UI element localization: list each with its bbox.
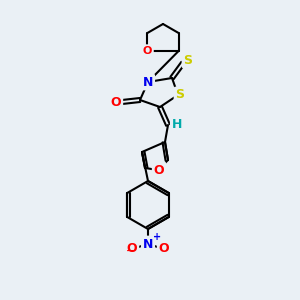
Text: O: O [111,95,121,109]
Text: +: + [153,232,161,242]
Text: H: H [172,118,182,131]
Text: O: O [143,46,152,56]
Text: N: N [143,76,153,88]
Text: O: O [154,164,164,176]
Text: −: − [126,246,135,256]
Text: O: O [127,242,137,256]
Text: S: S [176,88,184,101]
Text: O: O [159,242,169,256]
Text: N: N [143,238,153,250]
Text: S: S [184,53,193,67]
